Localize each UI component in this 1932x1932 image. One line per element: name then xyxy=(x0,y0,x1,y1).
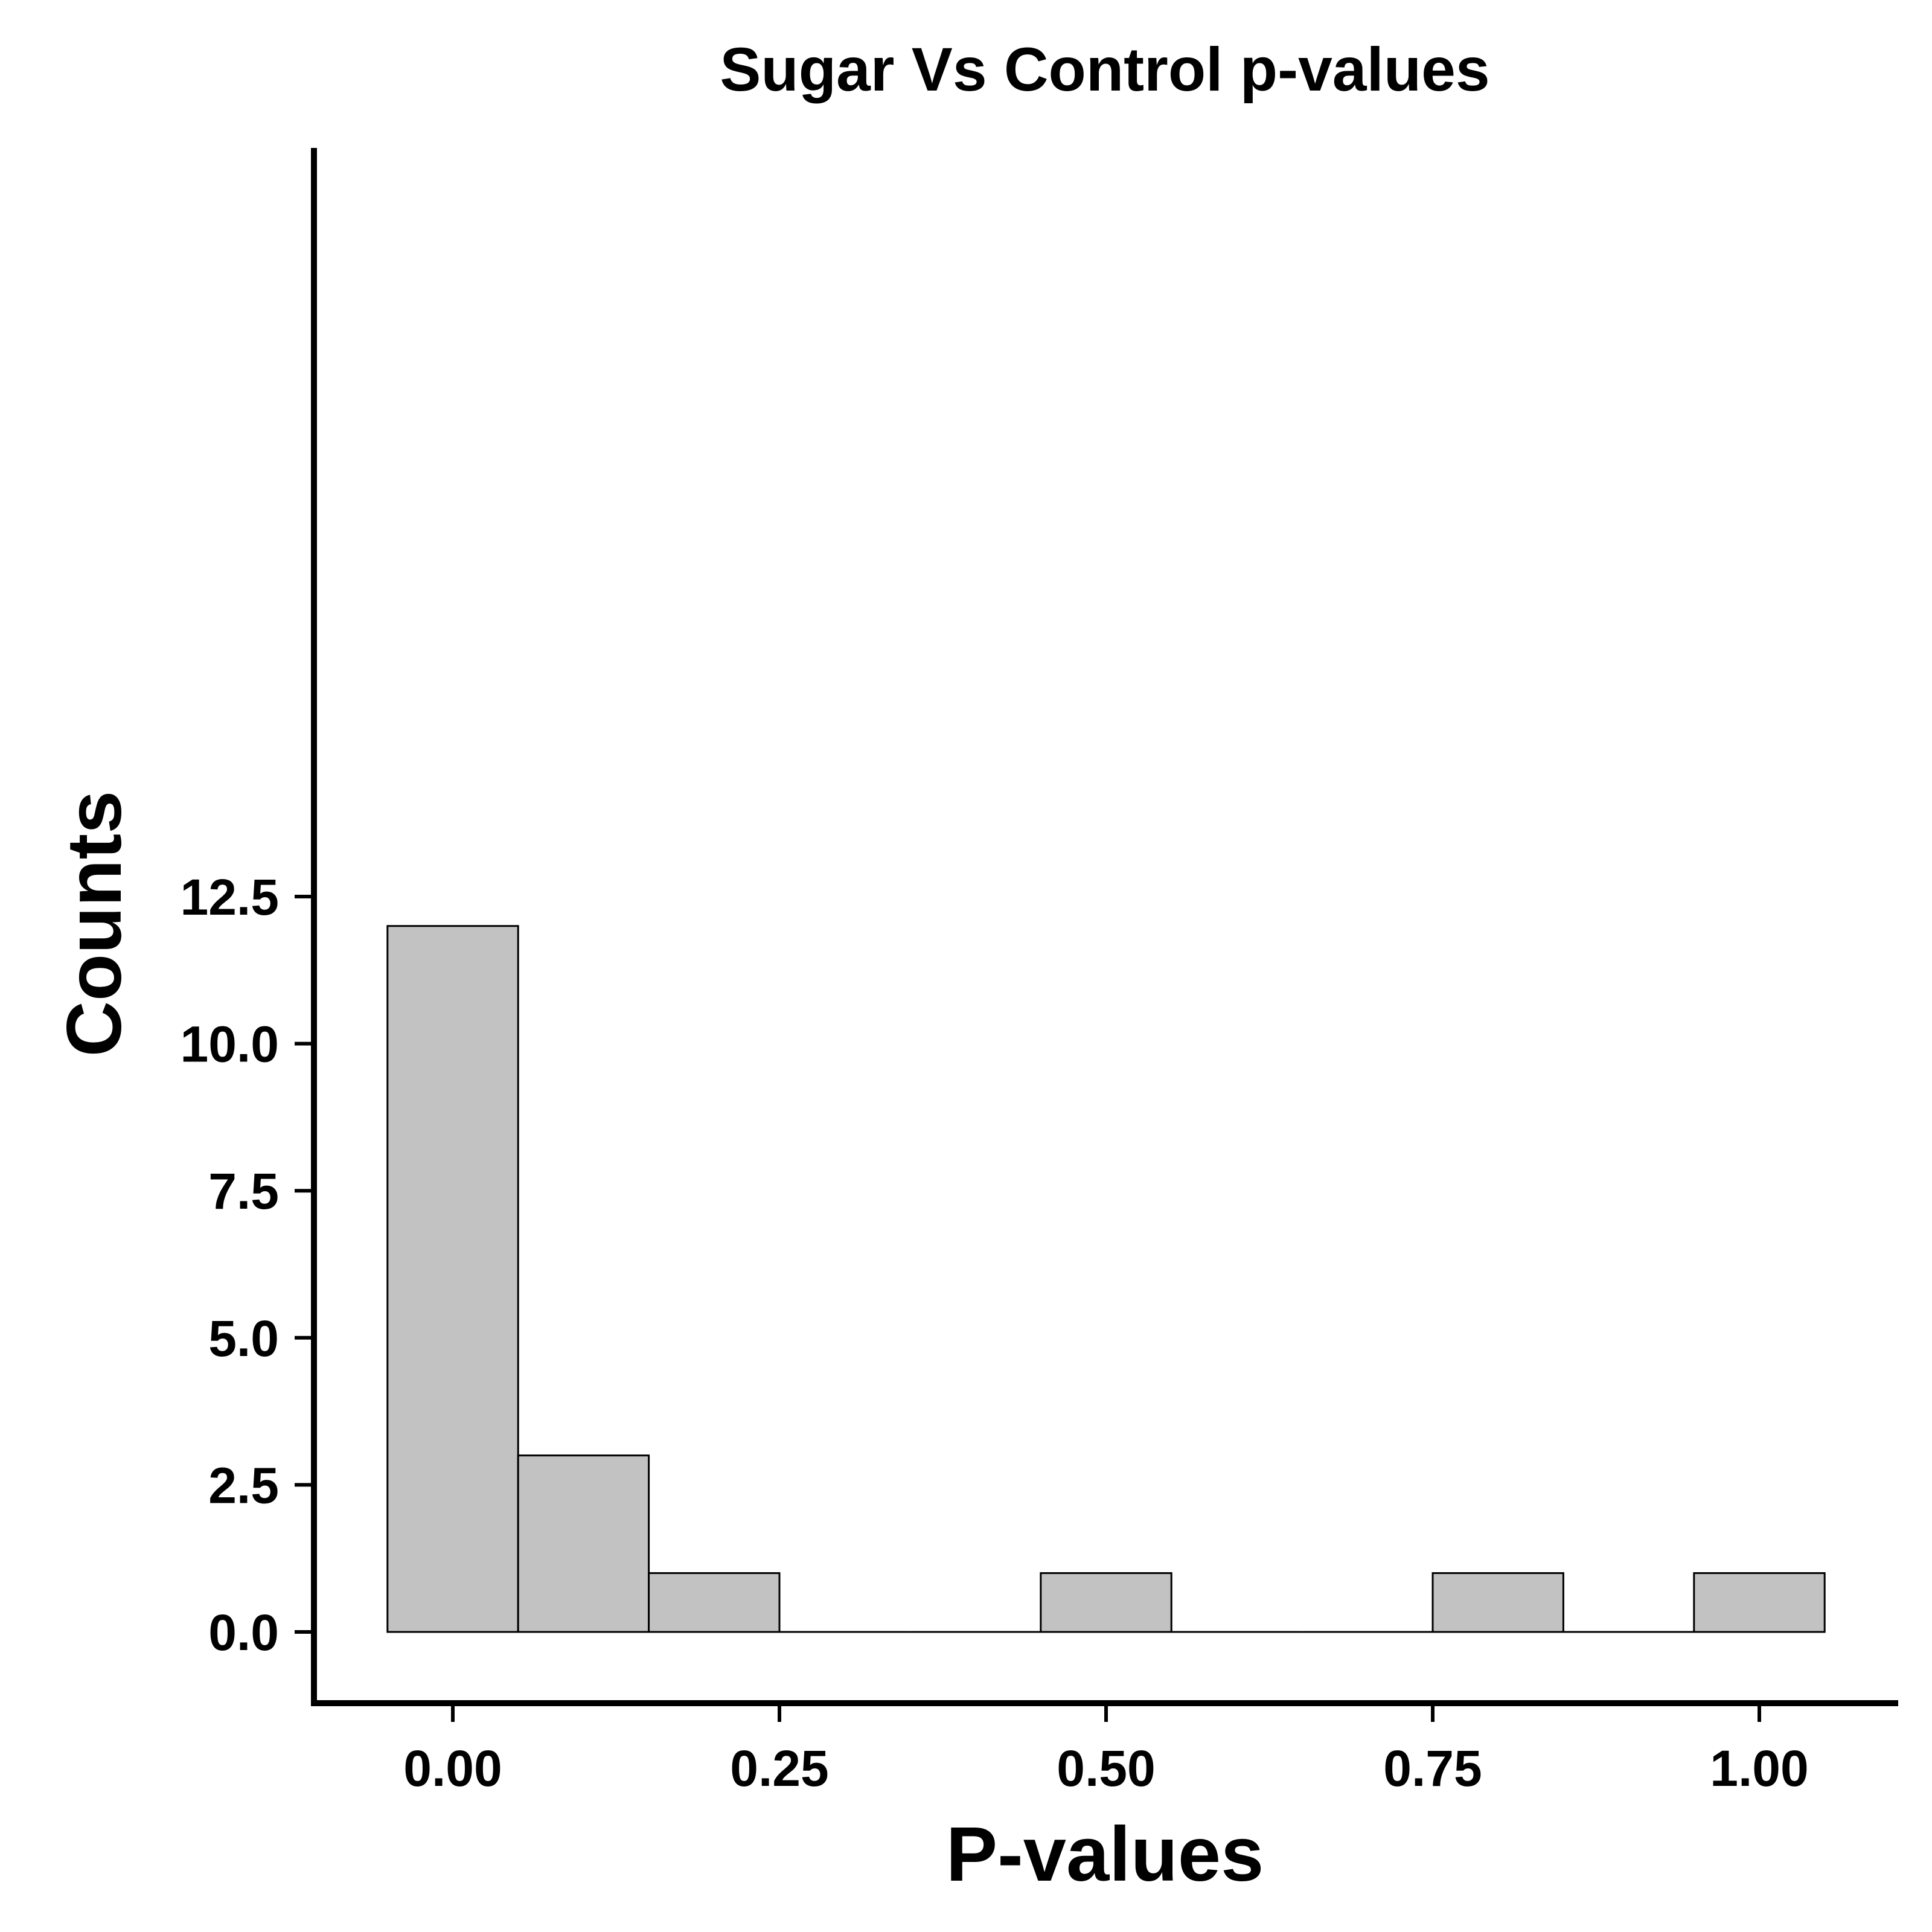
histogram-bar xyxy=(1040,1572,1172,1633)
y-tick-label: 2.5 xyxy=(208,1457,279,1514)
x-tick-label: 0.25 xyxy=(730,1740,829,1797)
y-tick-label: 5.0 xyxy=(208,1310,279,1367)
histogram-bar xyxy=(648,1572,781,1633)
y-tick-label: 10.0 xyxy=(181,1016,280,1073)
y-axis: 0.0 2.5 5.0 7.5 10.0 12.5 xyxy=(181,148,317,1706)
y-tick-label: 12.5 xyxy=(181,869,280,926)
x-axis: 0.00 0.25 0.50 0.75 1.00 xyxy=(311,1700,1898,1797)
y-tick-label: 0.0 xyxy=(208,1604,279,1661)
bars-group xyxy=(386,925,1826,1633)
x-tick-label: 0.50 xyxy=(1057,1740,1156,1797)
y-tick-label: 7.5 xyxy=(208,1163,279,1220)
histogram-bar xyxy=(1431,1572,1564,1633)
histogram-bar xyxy=(1693,1572,1826,1633)
x-axis-title: P-values xyxy=(946,1811,1264,1898)
x-tick-label: 1.00 xyxy=(1710,1740,1809,1797)
x-tick-label: 0.75 xyxy=(1383,1740,1482,1797)
y-axis-title: Counts xyxy=(51,791,138,1057)
x-tick-label: 0.00 xyxy=(403,1740,502,1797)
chart-title: Sugar Vs Control p-values xyxy=(720,35,1489,104)
histogram-bar xyxy=(386,925,519,1633)
histogram-bar xyxy=(517,1454,650,1633)
